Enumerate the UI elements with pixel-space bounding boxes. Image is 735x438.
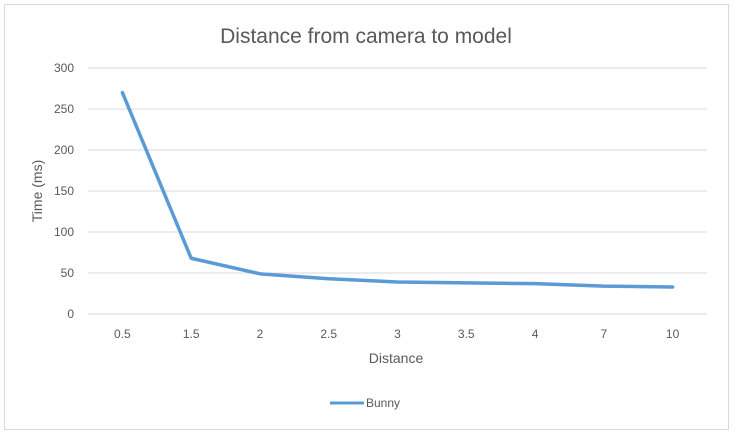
y-tick-label: 50 [61,266,75,280]
data-point [189,256,193,260]
x-axis-title: Distance [369,350,424,366]
x-tick-label: 2.5 [320,327,337,341]
y-tick-label: 100 [54,225,74,239]
y-tick-label: 300 [54,61,74,75]
data-point [396,280,399,284]
y-axis-title: Time (ms) [29,160,45,222]
x-tick-label: 10 [666,327,680,341]
y-tick-label: 250 [54,102,74,116]
series-line-bunny [120,90,675,289]
data-point [258,272,262,276]
data-point [602,284,606,288]
legend-label-bunny: Bunny [366,396,400,410]
x-tick-label: 4 [532,327,539,341]
chart-title: Distance from camera to model [220,25,512,48]
gridlines [88,67,707,315]
y-tick-label: 0 [67,307,74,321]
y-axis-ticks: 0 50 100 150 200 250 300 [54,61,74,321]
data-point [327,277,331,281]
x-tick-label: 2 [257,327,264,341]
legend: Bunny [330,396,400,410]
x-tick-label: 3.5 [458,327,475,341]
data-point [464,281,468,285]
x-tick-label: 0.5 [114,327,131,341]
y-tick-label: 200 [54,143,74,157]
x-axis-ticks: 0.5 1.5 2 2.5 3 3.5 4 7 10 [114,327,680,341]
data-point [533,282,537,286]
x-tick-label: 3 [394,327,401,341]
y-tick-label: 150 [54,184,74,198]
x-tick-label: 7 [600,327,607,341]
data-point [671,285,675,289]
chart-area [4,4,729,430]
x-tick-label: 1.5 [183,327,200,341]
series-layer [120,90,675,289]
data-point [120,91,124,95]
